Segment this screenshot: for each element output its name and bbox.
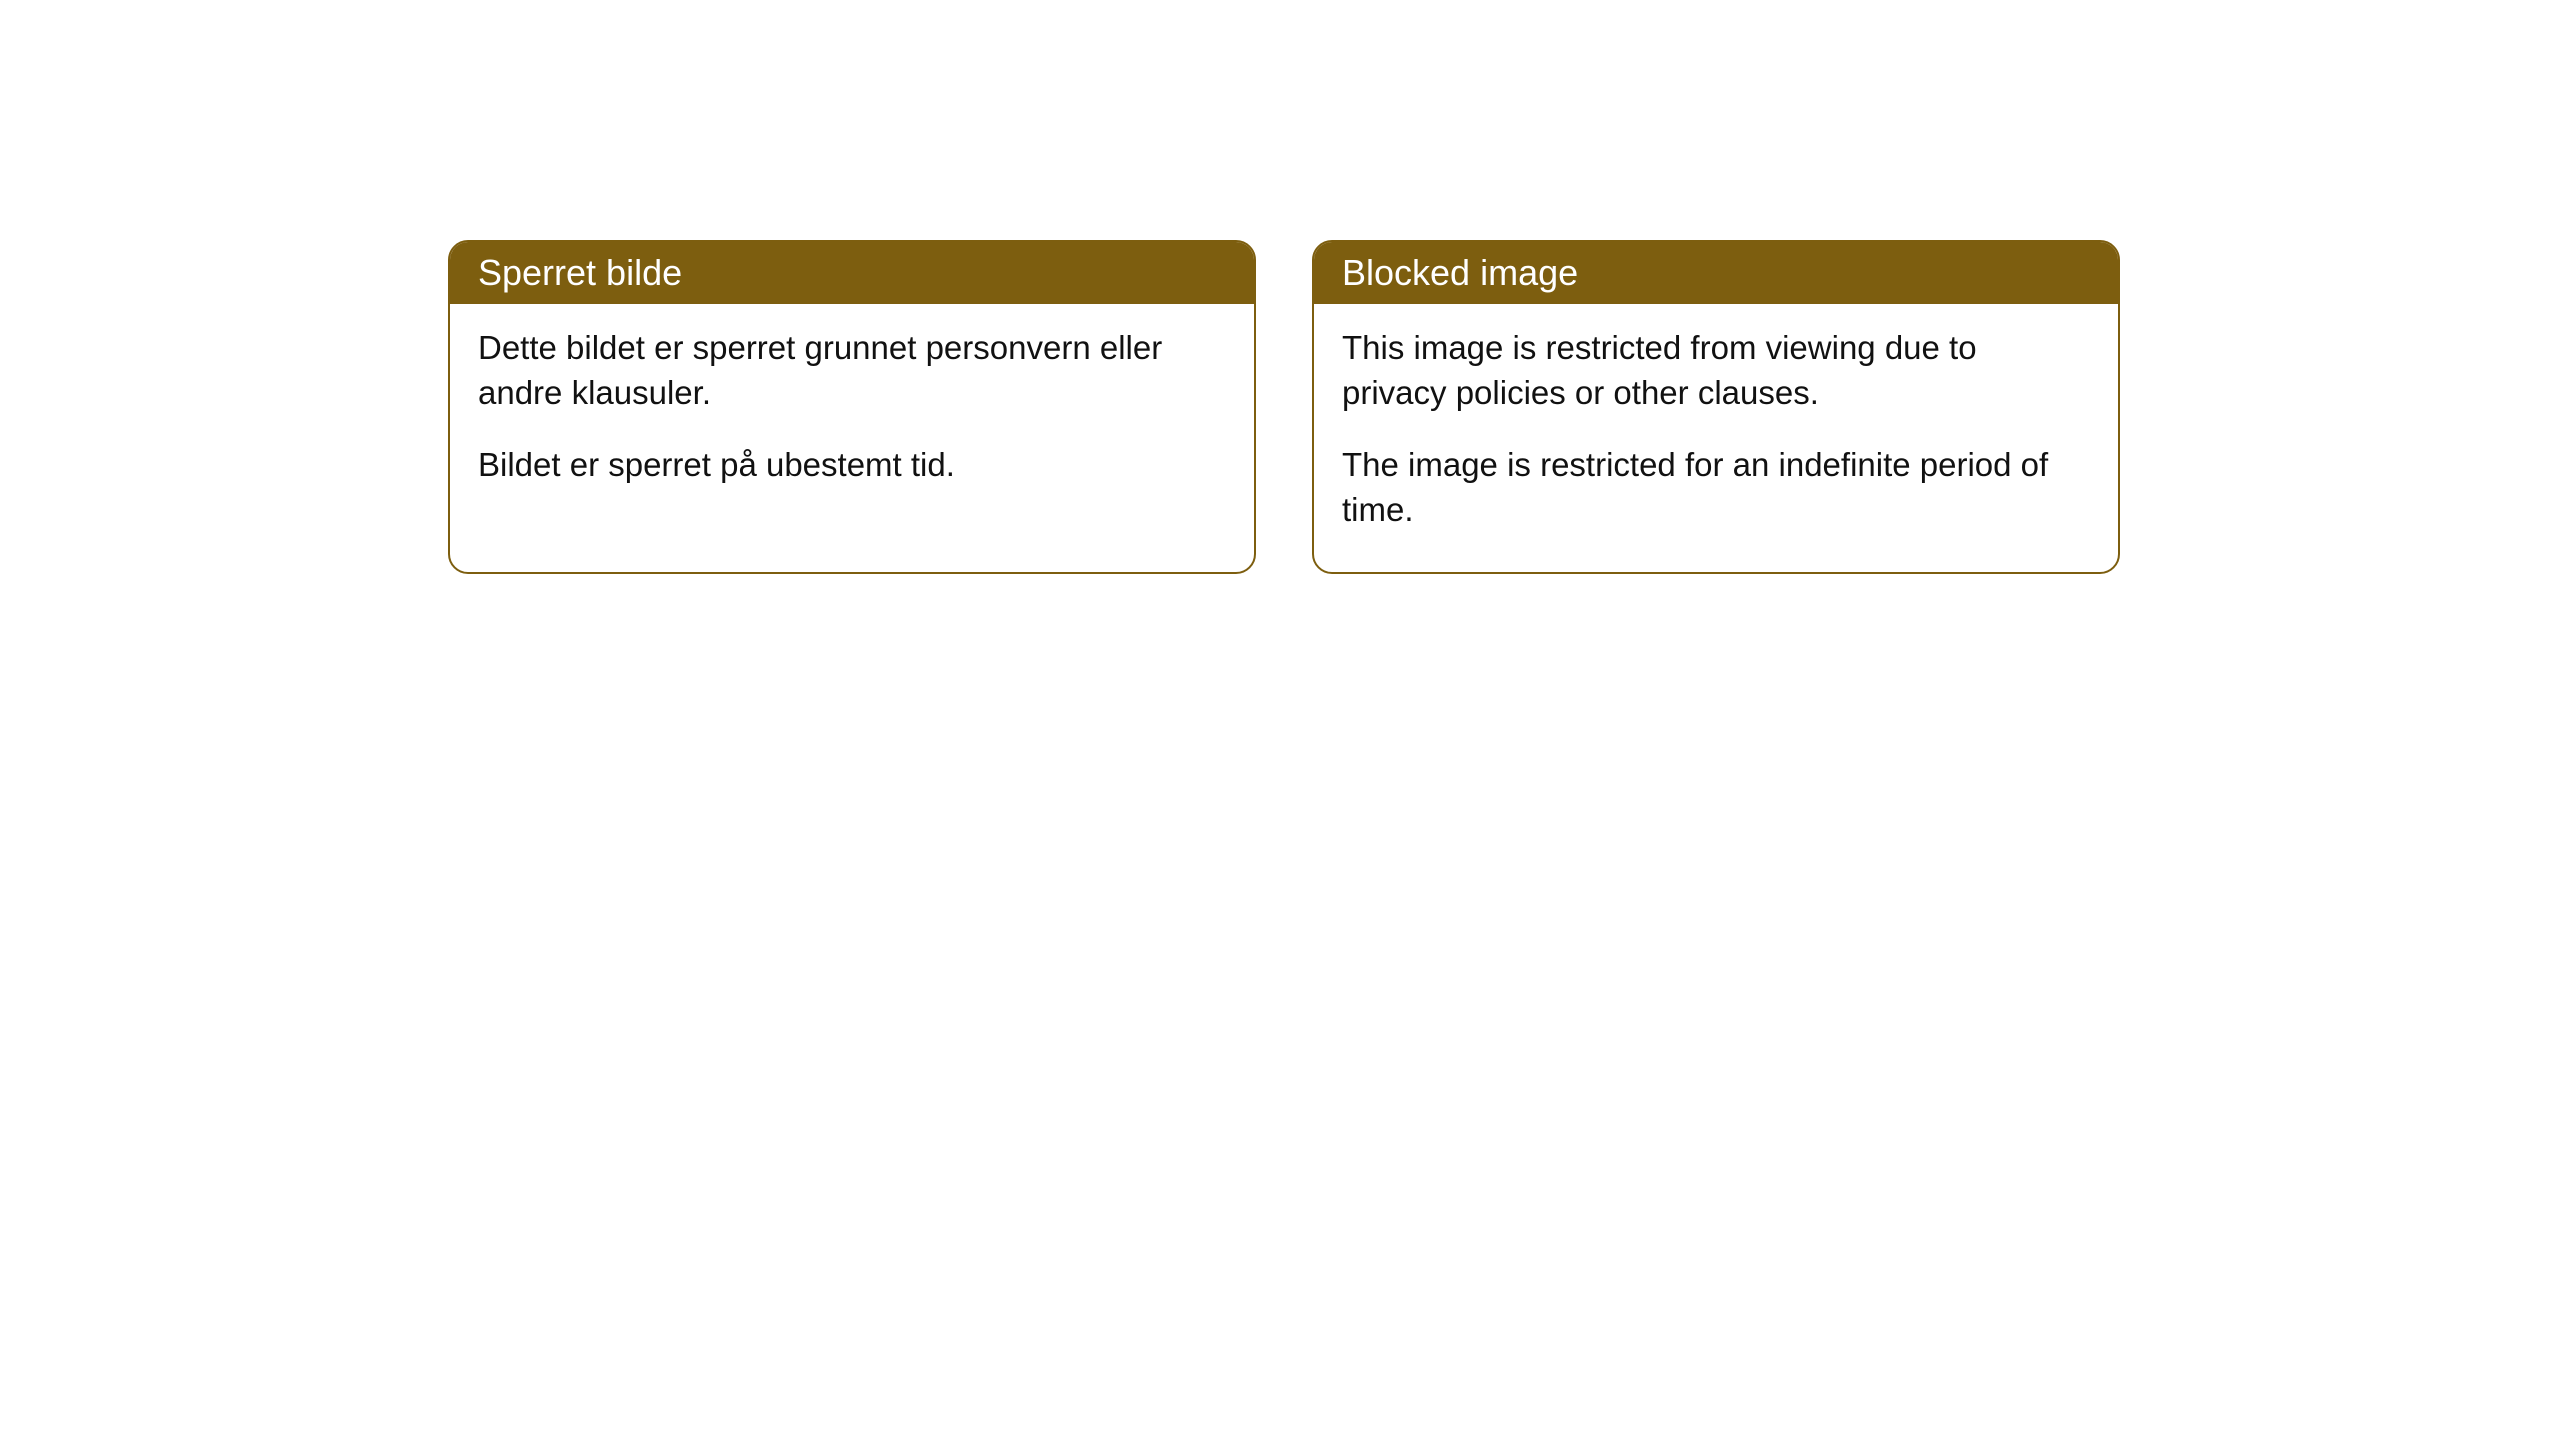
card-body: This image is restricted from viewing du… bbox=[1314, 304, 2118, 572]
card-header: Blocked image bbox=[1314, 242, 2118, 304]
card-header: Sperret bilde bbox=[450, 242, 1254, 304]
notice-cards-container: Sperret bilde Dette bildet er sperret gr… bbox=[448, 240, 2120, 574]
card-title: Blocked image bbox=[1342, 252, 1578, 293]
notice-card-english: Blocked image This image is restricted f… bbox=[1312, 240, 2120, 574]
card-paragraph: Bildet er sperret på ubestemt tid. bbox=[478, 443, 1226, 488]
card-paragraph: The image is restricted for an indefinit… bbox=[1342, 443, 2090, 532]
card-paragraph: This image is restricted from viewing du… bbox=[1342, 326, 2090, 415]
card-title: Sperret bilde bbox=[478, 252, 682, 293]
card-paragraph: Dette bildet er sperret grunnet personve… bbox=[478, 326, 1226, 415]
card-body: Dette bildet er sperret grunnet personve… bbox=[450, 304, 1254, 528]
notice-card-norwegian: Sperret bilde Dette bildet er sperret gr… bbox=[448, 240, 1256, 574]
